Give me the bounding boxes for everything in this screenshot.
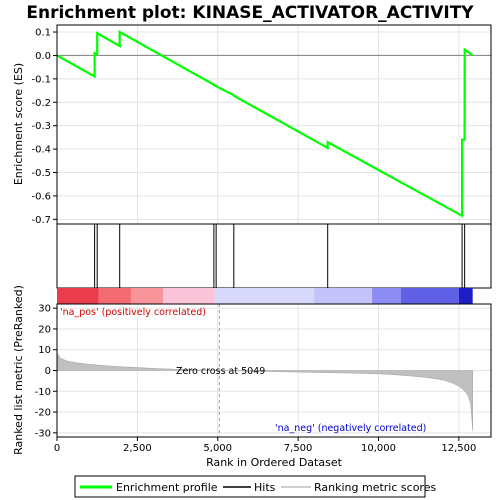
x-axis-label: Rank in Ordered Dataset: [206, 456, 343, 469]
x-tick-label: 2,500: [123, 443, 152, 454]
heatmap-segment: [314, 288, 373, 304]
heatmap-segment: [98, 288, 131, 304]
hits-panel-frame: [56, 223, 492, 289]
es-y-ticks: 0.1 0.0 -0.1 -0.2 -0.3 -0.4 -0.5 -0.6 -0.7: [31, 28, 57, 226]
heatmap-segment: [372, 288, 401, 304]
chart-title: Enrichment plot: KINASE_ACTIVATOR_ACTIVI…: [26, 3, 474, 23]
legend-label-hits: Hits: [254, 481, 276, 494]
es-y-tick-label: -0.4: [31, 145, 51, 156]
es-panel: 0.1 0.0 -0.1 -0.2 -0.3 -0.4 -0.5 -0.6 -0.7 Enric…: [12, 24, 492, 226]
heatmap-segment: [130, 288, 164, 304]
metric-panel: 30 20 10 0 -10 -20 -30 'na_pos' (positively co…: [12, 285, 492, 455]
es-y-tick-label: -0.3: [31, 121, 51, 132]
metric-area-path: [56, 351, 473, 431]
x-tick-label: 5,000: [203, 443, 232, 454]
heatmap-segment: [214, 288, 315, 304]
legend: Enrichment profile Hits Ranking metric s…: [74, 475, 436, 498]
x-axis-ticks: 0 2,500 5,000 7,500 10,000 12,500: [54, 437, 476, 454]
es-y-tick-label: 0.1: [35, 28, 51, 39]
metric-y-tick-label: 20: [38, 324, 51, 335]
legend-label-ranking-metric: Ranking metric scores: [314, 481, 436, 494]
metric-y-axis-label: Ranked list metric (PreRanked): [12, 285, 25, 455]
es-y-tick-label: -0.7: [31, 215, 51, 226]
hit-lines: [94, 224, 466, 288]
metric-y-tick-label: 30: [38, 304, 51, 315]
x-tick-label: 10,000: [361, 443, 396, 454]
metric-y-tick-label: 10: [38, 345, 51, 356]
es-y-tick-label: -0.1: [31, 74, 51, 85]
x-tick-label: 12,500: [441, 443, 476, 454]
es-profile-polyline: [56, 30, 474, 218]
metric-y-tick-label: 0: [45, 366, 51, 377]
metric-y-ticks: 30 20 10 0 -10 -20 -30: [35, 304, 57, 439]
positive-correlation-label: 'na_pos' (positively correlated): [60, 307, 206, 318]
es-gridlines: [56, 25, 491, 224]
hits-panel: [56, 223, 492, 304]
es-y-tick-label: 0.0: [35, 51, 51, 62]
metric-y-tick-label: -10: [35, 387, 51, 398]
negative-correlation-label: 'na_neg' (negatively correlated): [275, 423, 426, 434]
metric-y-tick-label: -30: [35, 428, 51, 439]
x-tick-label: 0: [54, 443, 60, 454]
x-tick-label: 7,500: [284, 443, 313, 454]
metric-area: [56, 351, 473, 431]
heatmap-segment: [400, 288, 459, 304]
zero-cross-label: Zero cross at 5049: [176, 366, 265, 377]
ranking-heatmap-bar: [57, 288, 473, 304]
es-y-tick-label: -0.2: [31, 98, 51, 109]
metric-y-tick-label: -20: [35, 408, 51, 419]
heatmap-segment: [458, 288, 473, 304]
es-y-axis-label: Enrichment score (ES): [12, 63, 25, 185]
es-y-tick-label: -0.5: [31, 168, 51, 179]
heatmap-segment: [163, 288, 215, 304]
legend-label-enrichment-profile: Enrichment profile: [116, 481, 218, 494]
es-panel-background: [57, 25, 491, 224]
es-y-tick-label: -0.6: [31, 191, 51, 202]
es-profile-line: [56, 30, 474, 218]
heatmap-segment: [57, 288, 99, 304]
